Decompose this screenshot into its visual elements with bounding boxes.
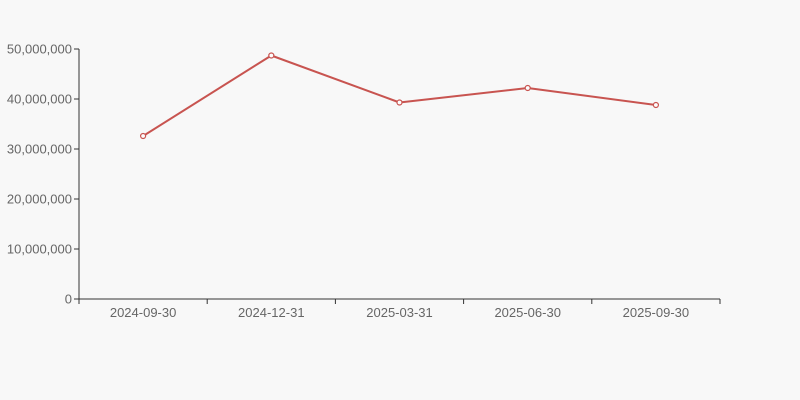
y-axis-tick-label: 50,000,000 (7, 42, 72, 57)
x-axis-tick-label: 2024-12-31 (238, 305, 305, 320)
y-axis-tick-label: 30,000,000 (7, 142, 72, 157)
data-point-marker[interactable] (652, 101, 660, 109)
y-axis-tick-label: 20,000,000 (7, 192, 72, 207)
y-axis-tick-label: 40,000,000 (7, 92, 72, 107)
y-axis-tick-label: 10,000,000 (7, 242, 72, 257)
series-line (142, 54, 657, 137)
y-axis-tick-label: 0 (65, 292, 72, 307)
data-point-marker[interactable] (524, 84, 531, 92)
x-axis-tick-label: 2024-09-30 (110, 305, 177, 320)
data-point-marker[interactable] (396, 99, 403, 106)
data-point-marker[interactable] (268, 52, 275, 59)
x-axis-tick-label: 2025-03-31 (366, 305, 433, 320)
x-axis-tick-label: 2025-09-30 (623, 305, 690, 320)
x-axis-tick-label: 2025-06-30 (494, 305, 561, 320)
data-point-marker[interactable] (140, 132, 147, 140)
